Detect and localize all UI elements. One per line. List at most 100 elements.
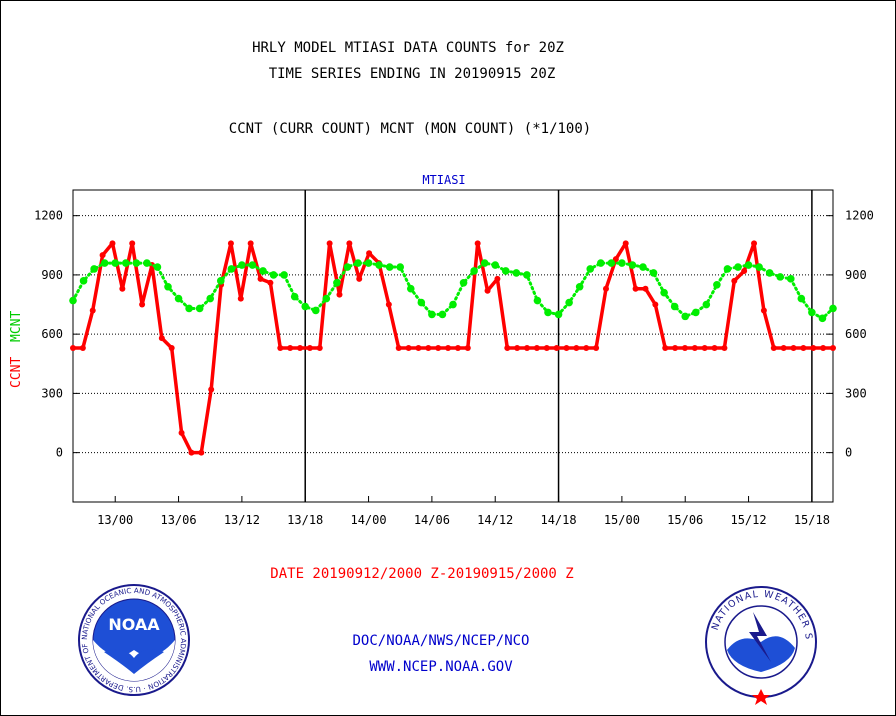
data-point-mcnt	[238, 261, 246, 269]
data-point-ccnt	[632, 285, 639, 292]
data-point-mcnt	[691, 308, 700, 317]
data-point-mcnt	[734, 263, 742, 271]
data-point-ccnt	[385, 301, 392, 308]
data-point-mcnt	[607, 259, 616, 267]
data-point-ccnt	[711, 344, 718, 351]
data-point-mcnt	[248, 261, 257, 269]
y-tick-label-right: 900	[845, 268, 867, 282]
data-point-mcnt	[227, 265, 236, 273]
data-point-mcnt	[69, 296, 77, 305]
data-point-ccnt	[721, 344, 728, 351]
series-mcnt	[69, 259, 837, 323]
data-point-mcnt	[449, 300, 457, 309]
data-point-ccnt	[573, 344, 580, 351]
data-point-ccnt	[454, 344, 461, 351]
grid-layer	[73, 215, 833, 454]
data-point-mcnt	[491, 261, 500, 269]
data-point-ccnt	[681, 344, 688, 351]
y-tick-label-right: 1200	[845, 209, 874, 223]
data-point-ccnt	[129, 240, 136, 247]
data-point-mcnt	[132, 259, 141, 267]
data-point-ccnt	[435, 344, 442, 351]
data-point-mcnt	[808, 308, 816, 317]
data-point-ccnt	[198, 449, 205, 456]
data-point-ccnt	[770, 344, 777, 351]
y-tick-label-right: 300	[845, 386, 867, 400]
data-point-mcnt	[428, 310, 436, 319]
data-point-ccnt	[553, 344, 560, 351]
data-point-mcnt	[618, 259, 626, 267]
data-point-ccnt	[267, 279, 274, 286]
data-point-ccnt	[741, 267, 748, 274]
data-point-mcnt	[301, 302, 310, 311]
data-point-mcnt	[195, 304, 204, 313]
data-point-mcnt	[174, 294, 183, 303]
chart-title-line2: TIME SERIES ENDING IN 20190915 20Z	[269, 66, 556, 82]
y-tick-label-left: 600	[41, 327, 63, 341]
data-point-mcnt	[280, 271, 288, 279]
data-point-ccnt	[790, 344, 797, 351]
data-point-mcnt	[681, 312, 690, 321]
data-point-mcnt	[554, 310, 563, 319]
data-point-mcnt	[364, 259, 373, 267]
data-point-ccnt	[593, 344, 600, 351]
data-point-mcnt	[501, 267, 510, 275]
ncep-url-link[interactable]: WWW.NCEP.NOAA.GOV	[369, 659, 513, 675]
data-point-mcnt	[470, 267, 478, 275]
data-point-mcnt	[438, 310, 447, 319]
y-tick-label-left: 900	[41, 268, 63, 282]
data-point-mcnt	[406, 284, 415, 293]
x-tick-label: 13/12	[224, 513, 260, 527]
data-point-ccnt	[158, 335, 165, 342]
data-point-ccnt	[79, 344, 86, 351]
data-point-mcnt	[259, 267, 267, 275]
data-point-mcnt	[385, 263, 394, 271]
data-point-mcnt	[660, 288, 668, 297]
data-point-mcnt	[396, 263, 405, 271]
data-point-ccnt	[139, 301, 146, 308]
data-point-ccnt	[445, 344, 452, 351]
data-point-ccnt	[830, 344, 836, 351]
data-point-mcnt	[765, 269, 774, 277]
data-point-ccnt	[326, 240, 333, 247]
data-point-mcnt	[586, 265, 595, 273]
x-tick-label: 15/00	[604, 513, 640, 527]
data-point-ccnt	[237, 295, 244, 302]
data-point-mcnt	[90, 265, 98, 273]
plot-border	[72, 189, 834, 503]
data-point-ccnt	[366, 250, 373, 257]
data-point-mcnt	[565, 298, 573, 307]
data-point-ccnt	[543, 344, 550, 351]
data-point-ccnt	[602, 285, 609, 292]
data-point-ccnt	[563, 344, 570, 351]
data-point-mcnt	[417, 298, 426, 307]
noaa-logo: NOAA NATIONAL OCEANIC AND ATMOSPHERIC AD…	[78, 584, 190, 696]
y-axis-label-ccnt: CCNT	[9, 357, 24, 388]
data-point-mcnt	[829, 304, 837, 313]
data-point-ccnt	[691, 344, 698, 351]
axis-layer: 0 0 300 300 600 600 900 900 1200 1200 13/00 13/06 13…	[34, 189, 874, 527]
data-point-ccnt	[652, 301, 659, 308]
data-point-ccnt	[524, 344, 531, 351]
data-point-mcnt	[185, 304, 193, 313]
data-point-ccnt	[89, 307, 96, 314]
data-point-mcnt	[79, 277, 88, 285]
x-tick-label: 13/18	[287, 513, 323, 527]
series-layer	[69, 240, 837, 456]
x-tick-label: 13/06	[160, 513, 196, 527]
data-point-ccnt	[464, 344, 471, 351]
data-point-ccnt	[662, 344, 669, 351]
data-point-mcnt	[744, 261, 753, 269]
data-point-mcnt	[100, 259, 109, 267]
data-point-ccnt	[316, 344, 323, 351]
data-point-mcnt	[153, 263, 162, 271]
data-point-ccnt	[760, 307, 767, 314]
data-point-mcnt	[776, 273, 785, 281]
y-axis-label-mcnt: MCNT	[9, 311, 24, 342]
data-point-ccnt	[672, 344, 679, 351]
data-point-mcnt	[723, 265, 732, 273]
data-point-ccnt	[504, 344, 511, 351]
data-point-mcnt	[269, 271, 278, 279]
chart-title-line1: HRLY MODEL MTIASI DATA COUNTS for 20Z	[252, 40, 564, 56]
data-point-mcnt	[713, 280, 721, 289]
